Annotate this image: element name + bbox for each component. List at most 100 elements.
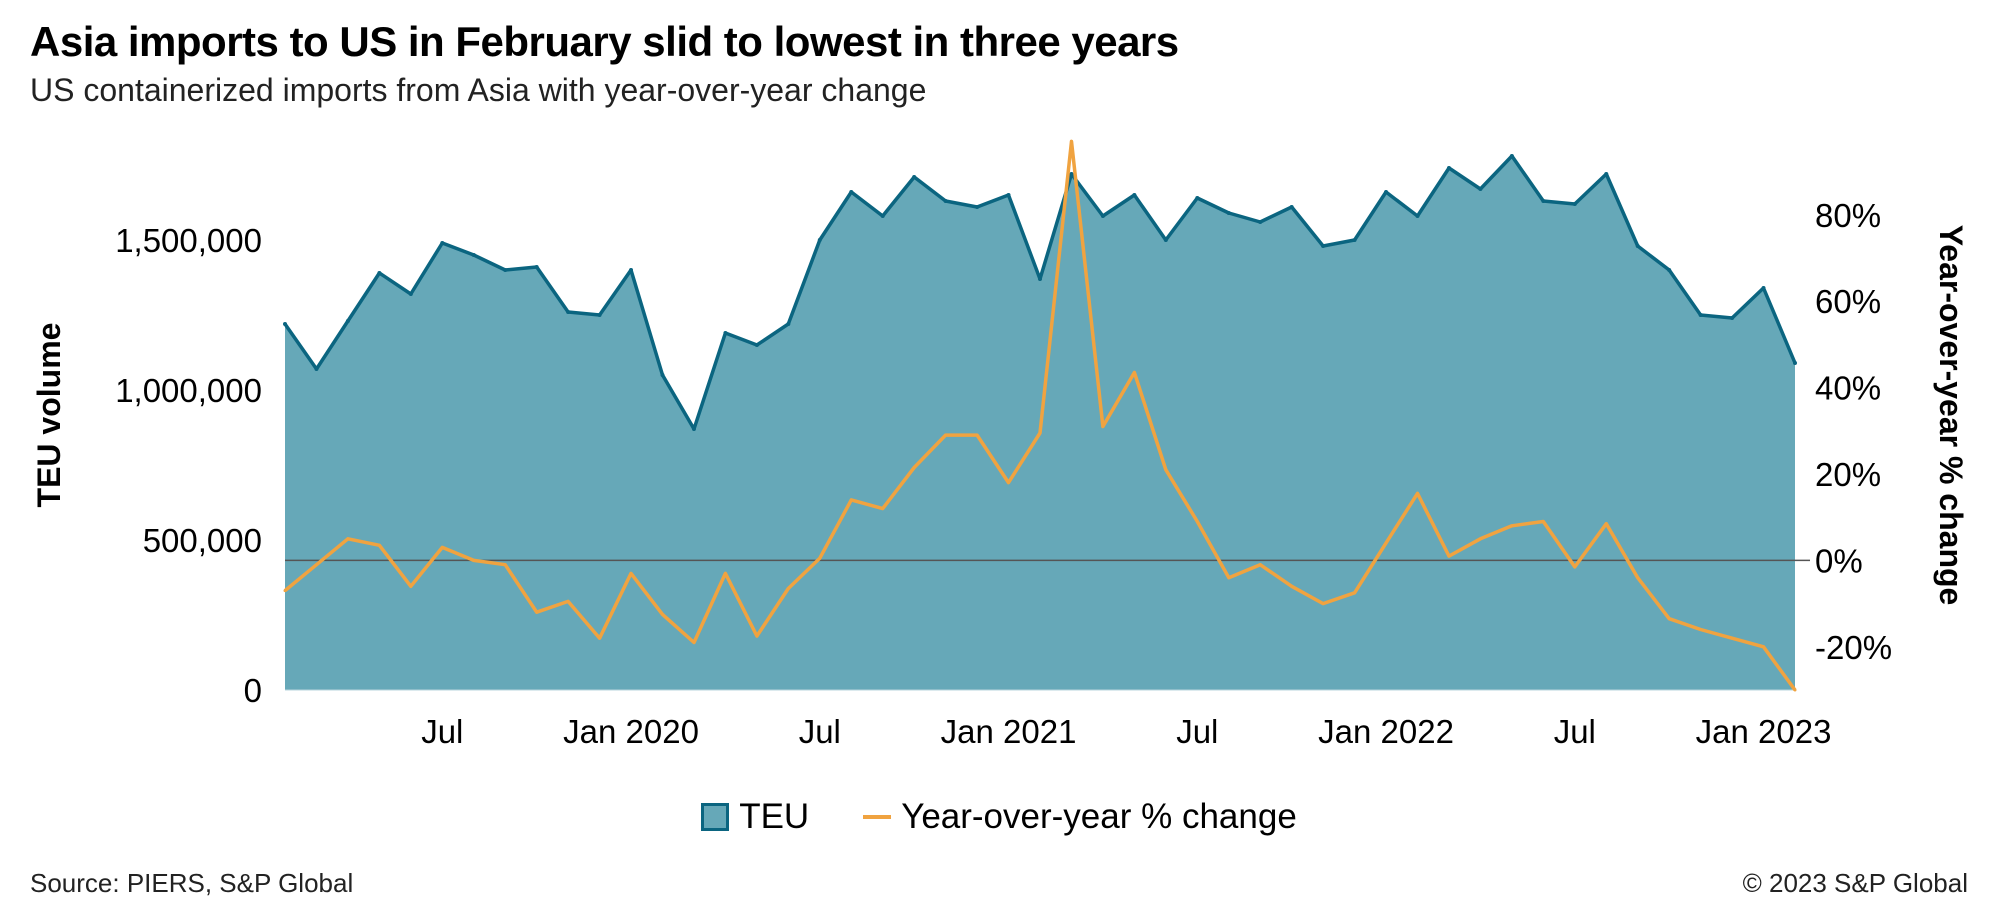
teu-point bbox=[975, 205, 980, 209]
teu-point bbox=[1415, 214, 1420, 218]
yoy-point bbox=[1069, 139, 1073, 143]
x-tick-label: Jan 2022 bbox=[1318, 713, 1454, 750]
teu-point bbox=[849, 190, 854, 194]
yoy-point bbox=[535, 610, 539, 614]
copyright-note: © 2023 S&P Global bbox=[1742, 868, 1968, 898]
yoy-point bbox=[1321, 602, 1325, 606]
teu-point bbox=[1006, 193, 1011, 197]
x-tick-label: Jul bbox=[1554, 713, 1596, 750]
x-tick-label: Jan 2023 bbox=[1696, 713, 1832, 750]
yoy-point bbox=[975, 433, 979, 437]
teu-point bbox=[1258, 220, 1263, 224]
teu-point bbox=[566, 310, 571, 314]
legend-item-yoy: Year-over-year % change bbox=[863, 797, 1297, 837]
legend-swatch-teu bbox=[701, 803, 730, 831]
yoy-point bbox=[1227, 576, 1231, 580]
chart-canvas: 0 500,000 1,000,000 1,500,000 -20% 0% 20% 40% 60… bbox=[31, 139, 1969, 750]
teu-point bbox=[1384, 190, 1389, 194]
teu-point bbox=[1541, 199, 1546, 203]
teu-point bbox=[912, 175, 917, 179]
yoy-point bbox=[1573, 565, 1577, 569]
teu-point bbox=[283, 322, 287, 326]
yoy-point bbox=[786, 586, 790, 590]
chart-legend: TEU Year-over-year % change bbox=[0, 797, 1998, 837]
y2-tick-label: 20% bbox=[1815, 456, 1881, 493]
y2-tick-label: 40% bbox=[1815, 370, 1881, 407]
x-tick-label: Jul bbox=[799, 713, 841, 750]
teu-point bbox=[1163, 238, 1168, 242]
teu-point bbox=[1100, 214, 1105, 218]
y-tick-label: 1,000,000 bbox=[115, 372, 262, 409]
yoy-point bbox=[1101, 424, 1105, 428]
yoy-point bbox=[629, 571, 633, 575]
yoy-point bbox=[1478, 537, 1482, 541]
yoy-point bbox=[598, 636, 602, 640]
yoy-point bbox=[1667, 617, 1671, 621]
yoy-point bbox=[1416, 491, 1419, 495]
yoy-point bbox=[1164, 468, 1168, 472]
yoy-point bbox=[1195, 520, 1199, 524]
yoy-point bbox=[1699, 628, 1703, 632]
yoy-point bbox=[755, 634, 759, 638]
yoy-point bbox=[1762, 645, 1766, 649]
teu-point bbox=[597, 313, 602, 317]
yoy-point bbox=[881, 507, 885, 511]
teu-point bbox=[503, 268, 508, 272]
teu-point bbox=[1761, 286, 1766, 290]
x-tick-label: Jul bbox=[421, 713, 463, 750]
source-note: Source: PIERS, S&P Global bbox=[30, 868, 354, 898]
yoy-point bbox=[912, 466, 916, 470]
teu-point bbox=[629, 268, 634, 272]
yoy-point bbox=[1007, 481, 1011, 485]
yoy-point bbox=[1290, 584, 1294, 588]
teu-point bbox=[1446, 166, 1451, 170]
yoy-point bbox=[692, 640, 696, 644]
teu-point bbox=[691, 427, 696, 431]
y2-axis-title: Year-over-year % change bbox=[1933, 225, 1969, 606]
yoy-point bbox=[944, 433, 948, 437]
teu-point bbox=[1069, 172, 1074, 176]
chart-title: Asia imports to US in February slid to l… bbox=[30, 18, 1179, 65]
yoy-point bbox=[1541, 520, 1545, 524]
yoy-point bbox=[409, 584, 413, 588]
yoy-point bbox=[1038, 431, 1042, 435]
teu-point bbox=[1793, 361, 1797, 365]
teu-point bbox=[1478, 187, 1483, 191]
y-tick-label: 1,500,000 bbox=[115, 222, 262, 259]
teu-point bbox=[660, 373, 665, 377]
yoy-point bbox=[1132, 370, 1136, 374]
teu-point bbox=[1572, 202, 1577, 206]
yoy-point bbox=[1258, 563, 1262, 567]
yoy-point bbox=[1510, 524, 1514, 528]
legend-swatch-yoy bbox=[863, 815, 892, 819]
teu-point bbox=[314, 367, 319, 371]
teu-point bbox=[1321, 244, 1326, 248]
teu-point bbox=[408, 292, 413, 296]
yoy-point bbox=[283, 589, 287, 593]
teu-point bbox=[1226, 211, 1231, 215]
teu-point bbox=[1352, 238, 1357, 242]
yoy-point bbox=[661, 612, 664, 616]
teu-point bbox=[1509, 154, 1514, 158]
teu-point bbox=[943, 199, 948, 203]
teu-point bbox=[817, 238, 822, 242]
teu-point bbox=[345, 319, 350, 323]
yoy-point bbox=[472, 558, 476, 562]
y-axis-title: TEU volume bbox=[31, 323, 67, 508]
legend-label-yoy: Year-over-year % change bbox=[901, 797, 1297, 836]
teu-point bbox=[723, 331, 728, 335]
teu-point bbox=[1667, 268, 1672, 272]
yoy-point bbox=[1447, 554, 1451, 558]
yoy-point bbox=[503, 563, 507, 567]
yoy-point bbox=[849, 498, 853, 502]
yoy-point bbox=[346, 537, 350, 541]
teu-point bbox=[1289, 205, 1294, 209]
x-tick-label: Jan 2021 bbox=[941, 713, 1077, 750]
yoy-point bbox=[1384, 541, 1388, 545]
teu-point bbox=[377, 271, 382, 275]
teu-point bbox=[1604, 172, 1609, 176]
yoy-point bbox=[1730, 636, 1734, 640]
y2-tick-label: 60% bbox=[1815, 283, 1881, 320]
teu-point bbox=[1635, 244, 1640, 248]
chart-subtitle: US containerized imports from Asia with … bbox=[30, 72, 927, 108]
